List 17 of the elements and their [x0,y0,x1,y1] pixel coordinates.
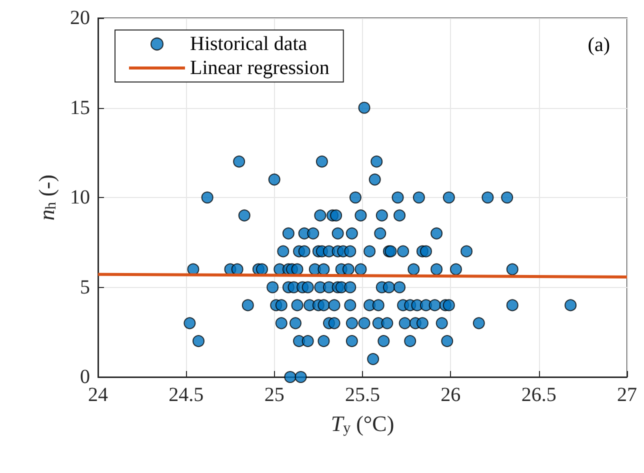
x-tick-label: 24 [88,384,108,406]
x-tick-label: 26.5 [521,384,556,406]
y-tick-label: 0 [80,366,90,388]
x-tick-label: 25.5 [345,384,380,406]
annotation: (a) [588,34,610,56]
x-tick-label: 25 [264,384,284,406]
y-tick-label: 15 [70,96,90,119]
legend-label: Historical data [190,33,308,55]
y-tick-label: 5 [80,276,90,298]
y-tick-label: 20 [70,7,90,29]
x-axis-title: Ty (°C) [330,411,394,436]
x-tick-label: 26 [440,384,461,406]
x-tick-label: 24.5 [168,384,204,406]
legend-label: Linear regression [190,57,330,79]
x-tick-label: 27 [617,384,637,406]
y-tick-label: 10 [70,186,90,208]
y-axis-title: nh (-) [34,174,60,220]
